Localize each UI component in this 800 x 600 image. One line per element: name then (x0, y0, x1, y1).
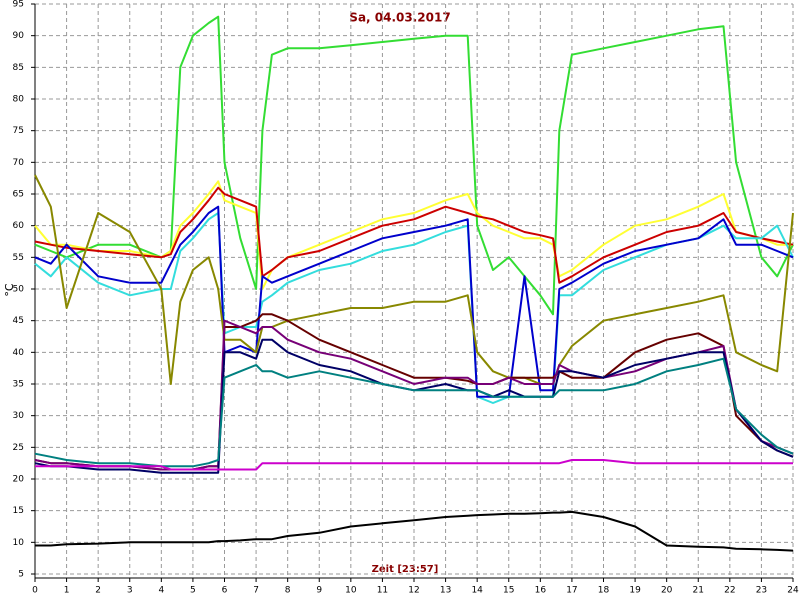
y-tick-label: 60 (13, 221, 25, 231)
x-tick-label: 1 (64, 586, 70, 596)
x-tick-label: 14 (471, 586, 483, 596)
x-tick-label: 16 (535, 586, 547, 596)
x-tick-label: 15 (503, 586, 514, 596)
y-tick-label: 30 (13, 411, 25, 421)
y-tick-label: 15 (13, 506, 24, 516)
x-tick-label: 20 (661, 586, 673, 596)
y-tick-label: 90 (13, 31, 25, 41)
x-tick-label: 13 (440, 586, 451, 596)
y-tick-label: 55 (13, 253, 24, 263)
series-line (34, 357, 794, 468)
series-line (35, 510, 794, 552)
series-line (34, 205, 794, 398)
y-tick-label: 40 (13, 348, 25, 358)
x-tick-label: 3 (127, 586, 133, 596)
y-tick-label: 85 (13, 63, 24, 73)
x-tick-label: 0 (32, 586, 38, 596)
series-line (34, 186, 794, 284)
x-tick-label: 9 (316, 586, 322, 596)
series-line (35, 459, 793, 471)
x-axis-label: Zeit [23:57] (372, 564, 439, 575)
x-tick-label: 19 (629, 586, 641, 596)
y-tick-label: 95 (13, 0, 24, 10)
y-axis-label: °C (3, 283, 16, 297)
x-tick-label: 5 (190, 586, 196, 596)
y-tick-label: 65 (13, 190, 24, 200)
y-tick-label: 35 (13, 380, 24, 390)
x-tick-label: 2 (95, 586, 101, 596)
x-tick-label: 22 (724, 586, 735, 596)
x-tick-label: 10 (345, 586, 357, 596)
series-line (34, 212, 794, 404)
y-tick-label: 10 (13, 538, 25, 548)
x-tick-label: 7 (253, 586, 259, 596)
y-tick-label: 50 (13, 285, 25, 295)
x-tick-label: 4 (158, 586, 164, 596)
series-line (34, 15, 794, 316)
series-line (34, 174, 794, 385)
x-tick-label: 23 (756, 586, 767, 596)
y-tick-label: 75 (13, 126, 24, 136)
y-tick-label: 70 (13, 158, 25, 168)
x-tick-label: 24 (787, 586, 799, 596)
x-tick-label: 8 (285, 586, 291, 596)
series-line (34, 180, 793, 290)
x-tick-label: 18 (598, 586, 610, 596)
x-tick-label: 21 (693, 586, 704, 596)
x-tick-label: 17 (566, 586, 577, 596)
y-tick-label: 80 (13, 95, 25, 105)
y-tick-label: 5 (18, 570, 24, 580)
y-tick-label: 20 (13, 475, 25, 485)
y-tick-label: 45 (13, 316, 24, 326)
chart-title: Sa, 04.03.2017 (349, 11, 450, 25)
x-tick-label: 12 (408, 586, 419, 596)
x-tick-label: 6 (222, 586, 228, 596)
x-tick-label: 11 (377, 586, 388, 596)
y-tick-label: 25 (13, 443, 24, 453)
